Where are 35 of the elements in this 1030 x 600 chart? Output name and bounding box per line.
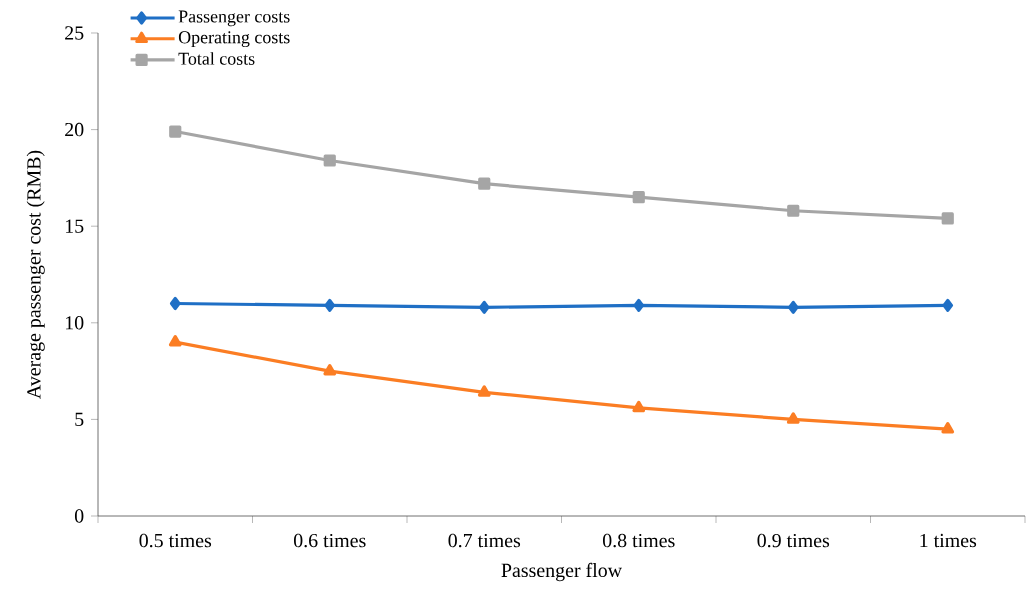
legend-label: Total costs xyxy=(178,52,255,65)
point xyxy=(477,385,491,397)
x-tick-label: 0.7 times xyxy=(448,533,521,548)
point xyxy=(169,296,181,311)
point xyxy=(324,298,336,313)
point xyxy=(633,298,645,313)
x-tick-label: 0.6 times xyxy=(293,533,366,548)
legend-label: Operating costs xyxy=(178,31,290,48)
y-tick-label: 0 xyxy=(74,509,84,523)
y-tick-label: 20 xyxy=(65,122,84,137)
point xyxy=(941,421,955,434)
y-tick-label: 15 xyxy=(65,219,84,233)
y-tick-label: 5 xyxy=(75,412,84,427)
x-tick-label: 0.5 times xyxy=(139,533,212,548)
point xyxy=(941,212,954,225)
y-tick-label: 25 xyxy=(65,26,84,40)
x-tick-label: 0.8 times xyxy=(602,533,675,548)
point xyxy=(786,412,800,424)
point xyxy=(478,177,491,190)
point xyxy=(169,125,182,138)
x-tick-label: 0.9 times xyxy=(757,533,830,548)
x-axis-title: Passenger flow xyxy=(501,562,622,582)
legend-label: Passenger costs xyxy=(178,10,290,27)
point xyxy=(942,298,954,313)
point xyxy=(323,154,336,167)
point xyxy=(323,364,337,376)
y-tick-label: 10 xyxy=(65,316,84,330)
point xyxy=(787,300,799,314)
point xyxy=(478,300,490,314)
point xyxy=(787,204,800,217)
point xyxy=(632,191,645,204)
x-tick-label: 1 times xyxy=(920,533,977,548)
y-axis-title: Average passenger cost (RMB) xyxy=(26,150,45,399)
point xyxy=(168,335,182,347)
point xyxy=(632,400,646,413)
